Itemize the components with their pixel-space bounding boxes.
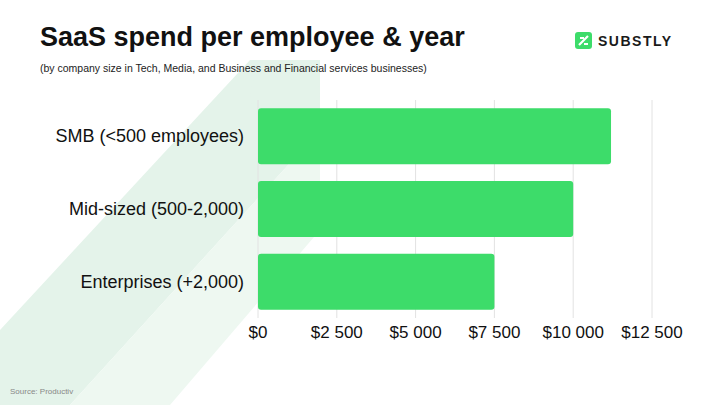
category-label: SMB (<500 employees) xyxy=(55,126,244,146)
category-label: Mid-sized (500-2,000) xyxy=(69,199,244,219)
x-axis: $0 $2 500 $5 000 $7 500 $10 000 $12 500 xyxy=(249,100,683,342)
brand-logo: SUBSTLY xyxy=(575,32,673,49)
tick-label: $5 000 xyxy=(390,323,442,342)
tick-label: $12 500 xyxy=(621,323,682,342)
category-label: Enterprises (+2,000) xyxy=(80,272,244,292)
source: Source: Productiv xyxy=(10,387,73,396)
y-axis: SMB (<500 employees) Mid-sized (500-2,000… xyxy=(55,126,244,291)
subtitle: (by company size in Tech, Media, and Bus… xyxy=(40,62,427,74)
logo-icon-glyph xyxy=(579,36,588,45)
tick-label: $7 500 xyxy=(468,323,520,342)
title: SaaS spend per employee & year xyxy=(40,22,465,52)
chart: SaaS spend per employee & year (by compan… xyxy=(0,0,720,405)
logo-icon xyxy=(575,32,592,49)
bar xyxy=(258,108,611,164)
grid-line xyxy=(652,100,653,318)
bar xyxy=(258,181,573,237)
tick-label: $0 xyxy=(249,323,268,342)
bars xyxy=(258,108,611,309)
tick-label: $2 500 xyxy=(311,323,363,342)
bar xyxy=(258,254,494,310)
tick-label: $10 000 xyxy=(542,323,603,342)
brand: SUBSTLY xyxy=(598,33,673,49)
